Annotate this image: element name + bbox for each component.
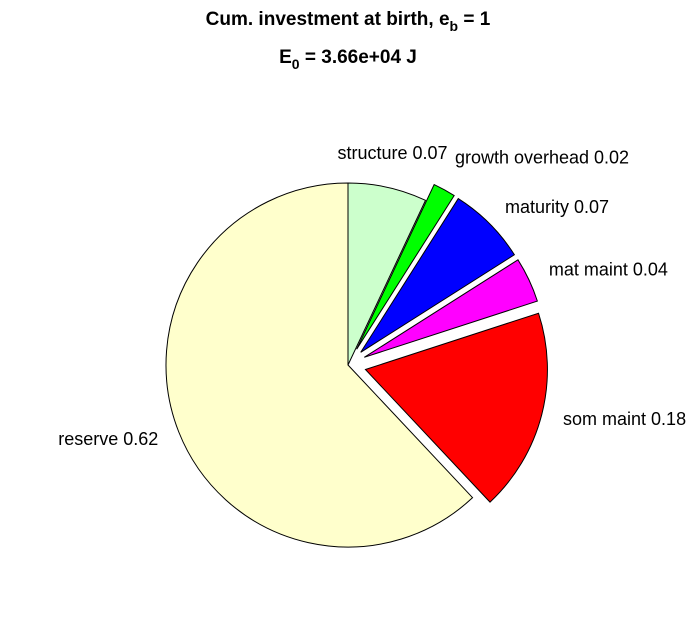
- pie-slice: [360, 197, 516, 353]
- pie-slice: [356, 183, 455, 350]
- slice-label: som maint 0.18: [563, 409, 686, 429]
- chart-title: E0 = 3.66e+04 J: [279, 47, 417, 72]
- title-subscript: b: [450, 18, 459, 34]
- slice-label: reserve 0.62: [58, 429, 158, 449]
- slice-label: mat maint 0.04: [549, 259, 668, 279]
- title-text: Cum. investment at birth, e: [206, 9, 450, 30]
- slice-name: reserve: [58, 429, 118, 449]
- title-text: = 3.66e+04 J: [300, 47, 417, 68]
- slice-label: growth overhead 0.02: [455, 147, 629, 167]
- slice-name: mat maint: [549, 259, 628, 279]
- slice-label: maturity 0.07: [505, 197, 609, 217]
- slice-value: 0.07: [412, 143, 447, 163]
- pie-slice: [165, 182, 474, 548]
- slice-label: structure 0.07: [337, 143, 447, 163]
- slice-value: 0.04: [633, 259, 668, 279]
- slice-value: 0.07: [574, 197, 609, 217]
- title-text: E: [279, 47, 292, 68]
- slice-value: 0.62: [123, 429, 158, 449]
- slice-value: 0.02: [594, 147, 629, 167]
- pie-slice: [364, 312, 548, 503]
- pie-slice: [364, 259, 539, 358]
- title-subscript: 0: [292, 56, 300, 72]
- slice-name: growth overhead: [455, 147, 589, 167]
- slice-name: maturity: [505, 197, 569, 217]
- slice-name: structure: [337, 143, 407, 163]
- slice-value: 0.18: [651, 409, 686, 429]
- chart-title: Cum. investment at birth, eb = 1: [206, 9, 491, 34]
- slice-name: som maint: [563, 409, 646, 429]
- title-text: = 1: [458, 9, 491, 30]
